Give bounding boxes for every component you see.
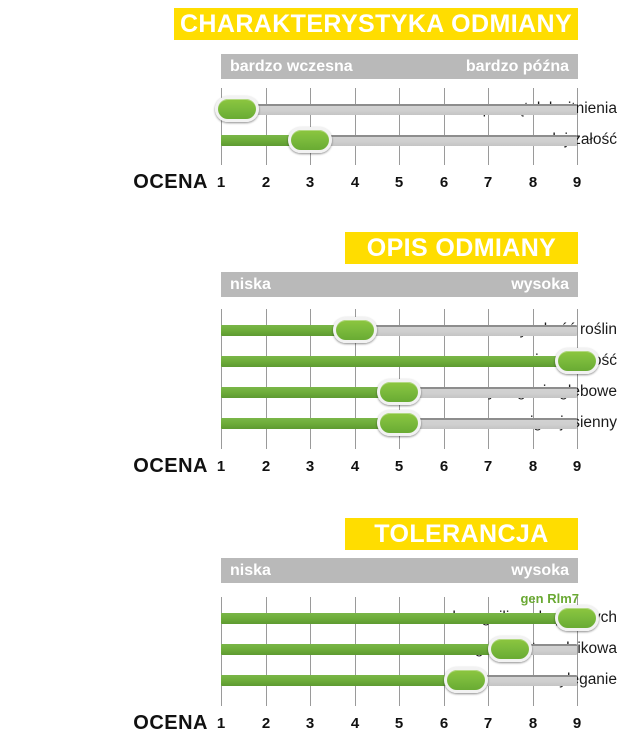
- gridline-1: [221, 309, 222, 449]
- rating-knob[interactable]: [288, 127, 332, 153]
- tick-label-9: 9: [572, 458, 582, 475]
- rating-fill: [221, 418, 399, 429]
- axis-name: OCENA: [133, 171, 208, 193]
- rating-knob[interactable]: [332, 317, 377, 343]
- gridline-4: [355, 88, 356, 165]
- scale-legend-bar: bardzo wczesna bardzo późna: [221, 54, 578, 79]
- tick-label-1: 1: [216, 458, 226, 475]
- tick-label-6: 6: [439, 715, 449, 732]
- gridline-2: [266, 88, 267, 165]
- rating-track: [221, 135, 577, 146]
- tick-label-7: 7: [483, 174, 493, 191]
- tick-label-3: 3: [305, 458, 315, 475]
- section-title-bar: CHARAKTERYSTYKA ODMIANY: [174, 8, 578, 40]
- gridline-9: [577, 309, 578, 449]
- rating-fill: [221, 325, 355, 336]
- tick-label-3: 3: [305, 715, 315, 732]
- tick-label-8: 8: [528, 174, 538, 191]
- tick-label-1: 1: [216, 174, 226, 191]
- plot-area: [0, 88, 617, 165]
- tick-label-8: 8: [528, 715, 538, 732]
- rating-knob[interactable]: [555, 605, 599, 631]
- rating-track: [221, 325, 577, 336]
- rating-fill: [221, 613, 577, 624]
- gridline-6: [444, 309, 445, 449]
- rating-knob[interactable]: [443, 667, 488, 693]
- scale-low-label: niska: [230, 276, 271, 293]
- rating-knob[interactable]: [488, 636, 533, 662]
- tick-label-4: 4: [350, 715, 360, 732]
- tick-label-2: 2: [261, 174, 271, 191]
- gridline-4: [355, 309, 356, 449]
- rating-fill: [221, 387, 399, 398]
- tick-label-3: 3: [305, 174, 315, 191]
- gridline-9: [577, 88, 578, 165]
- gridline-6: [444, 88, 445, 165]
- tick-label-2: 2: [261, 715, 271, 732]
- rating-fill: [221, 135, 310, 146]
- gridline-8: [533, 88, 534, 165]
- tick-label-7: 7: [483, 458, 493, 475]
- tick-label-5: 5: [394, 174, 404, 191]
- gridline-3: [310, 309, 311, 449]
- tick-label-2: 2: [261, 458, 271, 475]
- tick-label-5: 5: [394, 715, 404, 732]
- gridline-9: [577, 597, 578, 706]
- gridline-3: [310, 88, 311, 165]
- rating-fill: [221, 644, 511, 655]
- rating-knob[interactable]: [214, 96, 259, 122]
- rating-knob[interactable]: [377, 379, 421, 405]
- tick-label-1: 1: [216, 715, 226, 732]
- tick-label-4: 4: [350, 174, 360, 191]
- tick-label-9: 9: [572, 715, 582, 732]
- tick-label-7: 7: [483, 715, 493, 732]
- gridline-5: [399, 88, 400, 165]
- section-title-bar: OPIS ODMIANY: [345, 232, 578, 264]
- rating-fill: [221, 675, 466, 686]
- tick-label-5: 5: [394, 458, 404, 475]
- rating-knob[interactable]: [377, 410, 421, 436]
- scale-high-label: wysoka: [511, 562, 569, 579]
- scale-low-label: niska: [230, 562, 271, 579]
- gridline-2: [266, 309, 267, 449]
- gene-annotation: gen Rlm7: [520, 591, 579, 606]
- rating-knob[interactable]: [555, 348, 599, 374]
- scale-high-label: bardzo późna: [465, 58, 569, 75]
- scale-legend-bar: niska wysoka: [221, 272, 578, 297]
- tick-label-4: 4: [350, 458, 360, 475]
- rating-fill: [221, 356, 577, 367]
- gridline-7: [488, 88, 489, 165]
- scale-high-label: wysoka: [511, 276, 569, 293]
- axis-name: OCENA: [133, 712, 208, 734]
- tick-label-6: 6: [439, 174, 449, 191]
- gridline-7: [488, 309, 489, 449]
- scale-low-label: bardzo wczesna: [230, 58, 353, 75]
- tick-label-8: 8: [528, 458, 538, 475]
- tick-label-6: 6: [439, 458, 449, 475]
- axis-name: OCENA: [133, 455, 208, 477]
- section-title-bar: TOLERANCJA: [345, 518, 578, 550]
- gridline-1: [221, 88, 222, 165]
- rating-track: [221, 104, 577, 115]
- tick-label-9: 9: [572, 174, 582, 191]
- scale-legend-bar: niska wysoka: [221, 558, 578, 583]
- gridline-8: [533, 309, 534, 449]
